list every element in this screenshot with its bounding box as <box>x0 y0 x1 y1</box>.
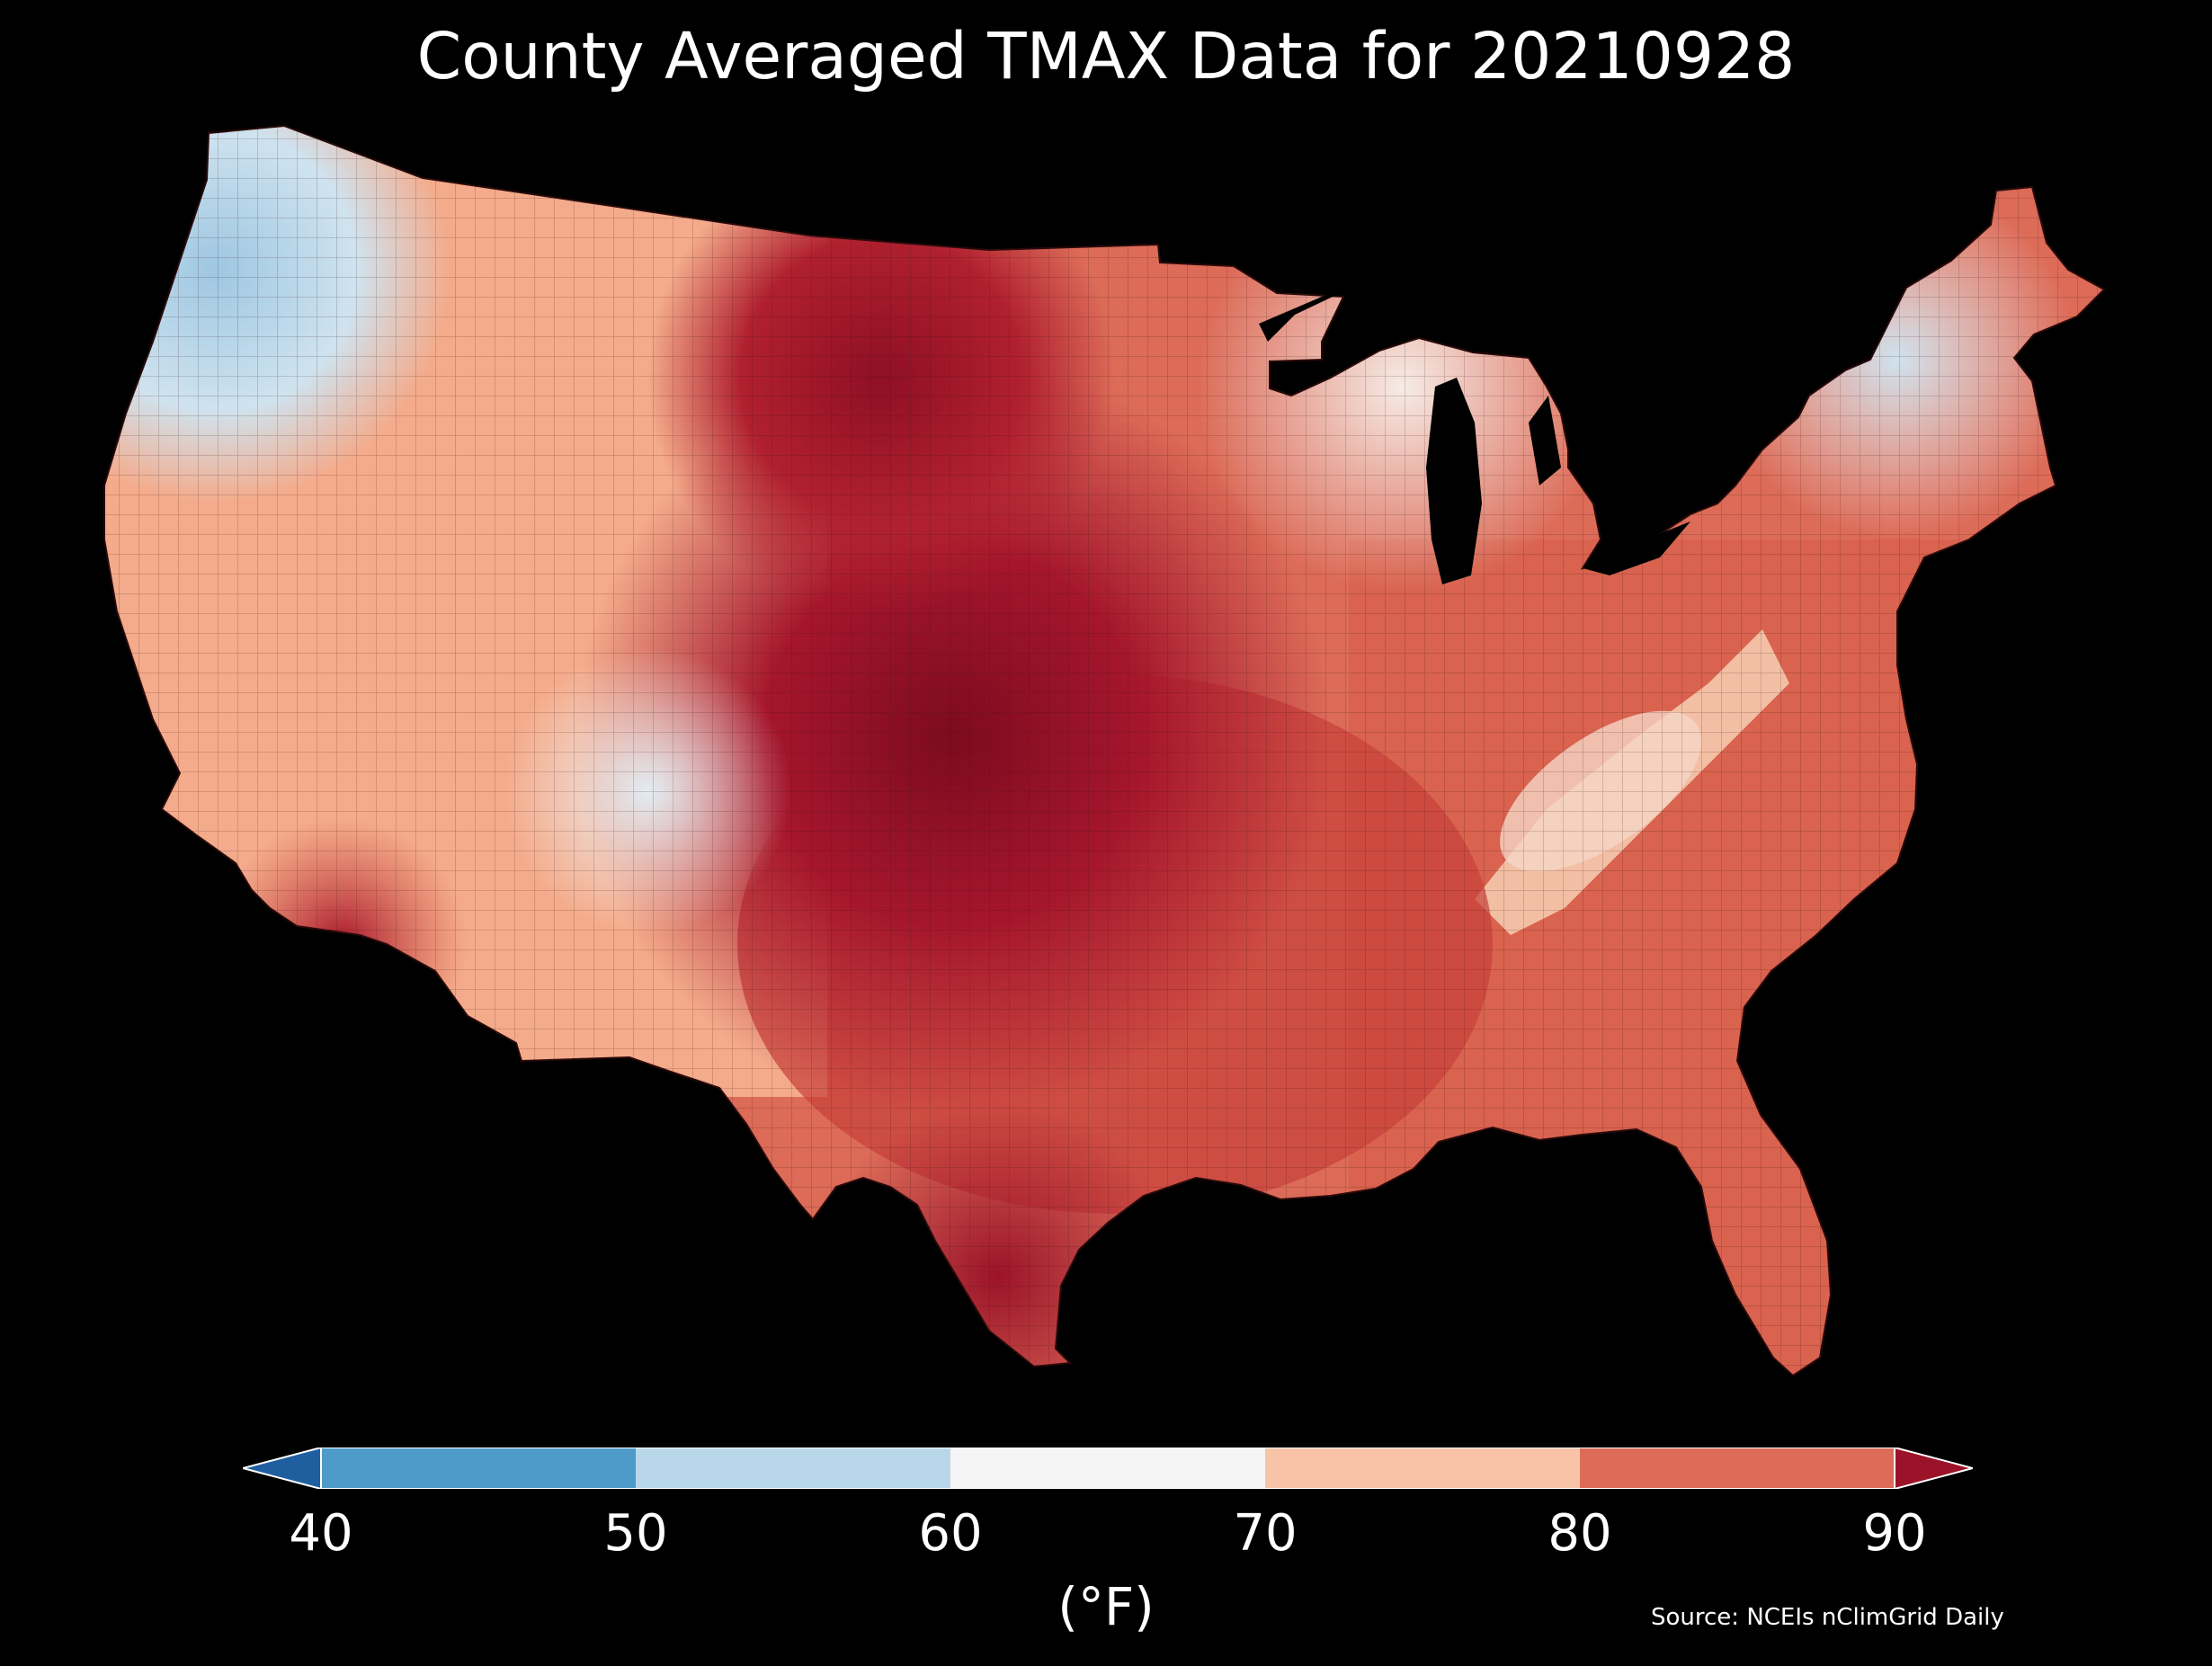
colorbar-tick-70: 70 <box>1233 1504 1298 1563</box>
lake-huron <box>1529 396 1561 486</box>
colorbar-tick-90: 90 <box>1862 1504 1927 1563</box>
us-outline <box>103 124 2106 1377</box>
source-credit: Source: NCEIs nClimGrid Daily <box>1651 1604 2004 1631</box>
us-county-map <box>103 124 2106 1377</box>
colorbar-bin-40-50 <box>321 1448 636 1489</box>
colorbar-bin-60-70 <box>950 1448 1265 1489</box>
colorbar-bin-80-90 <box>1580 1448 1895 1489</box>
lake-michigan <box>1426 378 1482 584</box>
colorbar-over-triangle <box>1894 1448 1973 1489</box>
colorbar-tick-50: 50 <box>603 1504 668 1563</box>
colorbar-tick-40: 40 <box>289 1504 353 1563</box>
lake-superior <box>1259 281 1367 342</box>
map-fill <box>104 126 2104 1376</box>
colorbar-under-triangle <box>243 1448 322 1489</box>
map-title: County Averaged TMAX Data for 20210928 <box>416 19 1796 94</box>
colorbar-bin-50-60 <box>636 1448 950 1489</box>
colorbar-bin-70-80 <box>1265 1448 1580 1489</box>
colorbar-units-label: (°F) <box>1057 1576 1155 1637</box>
lake-erie <box>1583 521 1690 575</box>
colorbar-tick-60: 60 <box>918 1504 983 1563</box>
colorbar-tick-80: 80 <box>1548 1504 1612 1563</box>
colorbar <box>243 1448 1973 1489</box>
